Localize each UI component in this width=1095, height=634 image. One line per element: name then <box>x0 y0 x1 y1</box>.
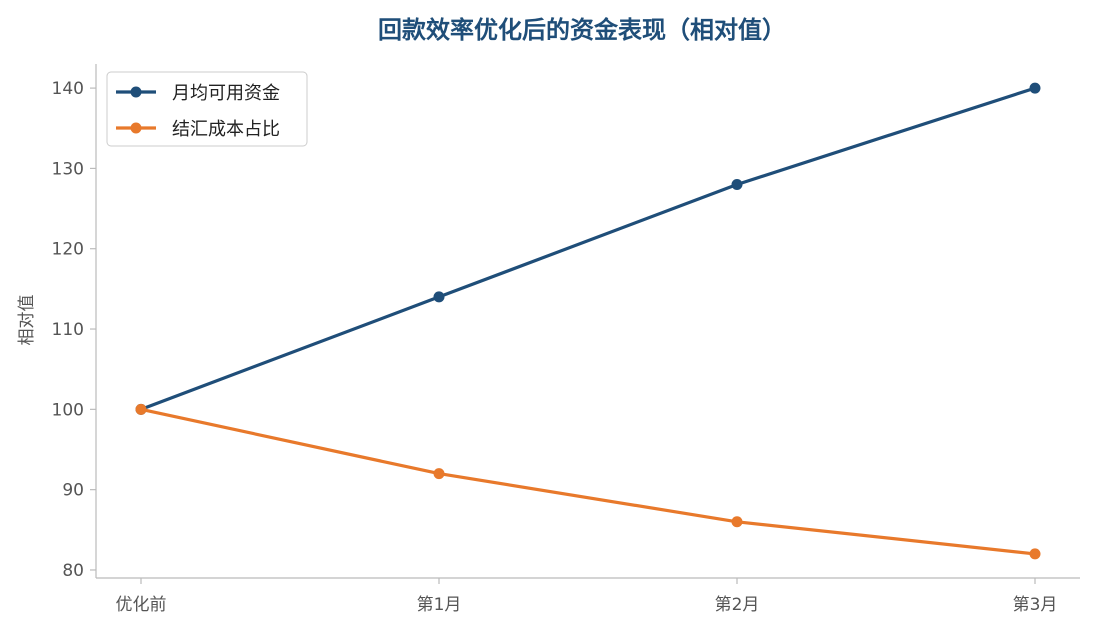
data-point <box>1029 548 1041 560</box>
y-tick-label: 90 <box>62 481 84 501</box>
y-tick-label: 110 <box>52 320 84 340</box>
y-tick-label: 100 <box>52 400 84 420</box>
y-axis-label: 相对值 <box>17 295 37 346</box>
data-point <box>731 178 743 190</box>
data-point <box>731 516 743 528</box>
x-tick-label: 优化前 <box>116 595 167 615</box>
x-tick-label: 第3月 <box>1013 595 1058 615</box>
series-line <box>139 86 1037 411</box>
legend-swatch-marker <box>130 86 142 98</box>
x-tick-label: 第1月 <box>417 595 462 615</box>
x-tick-label: 第2月 <box>715 595 760 615</box>
y-tick-label: 80 <box>62 561 84 581</box>
legend-box <box>106 71 308 147</box>
data-point <box>433 468 445 480</box>
data-point <box>1029 82 1041 94</box>
data-point <box>433 291 445 303</box>
series-line <box>139 407 1037 556</box>
x-axis-ticks: 优化前 第1月 第2月 第3月 <box>116 578 1058 615</box>
y-tick-label: 130 <box>52 159 84 179</box>
chart-title: 回款效率优化后的资金表现（相对值） <box>378 16 786 44</box>
y-axis-ticks: 80 90 100 110 120 130 140 <box>52 79 96 581</box>
y-tick-label: 120 <box>52 240 84 260</box>
legend-swatch-marker <box>130 122 142 134</box>
data-point <box>135 403 147 415</box>
series-layer <box>135 82 1041 560</box>
legend-label: 结汇成本占比 <box>172 119 280 140</box>
series-2 <box>135 403 1041 560</box>
y-tick-label: 140 <box>52 79 84 99</box>
legend-label: 月均可用资金 <box>172 83 280 104</box>
